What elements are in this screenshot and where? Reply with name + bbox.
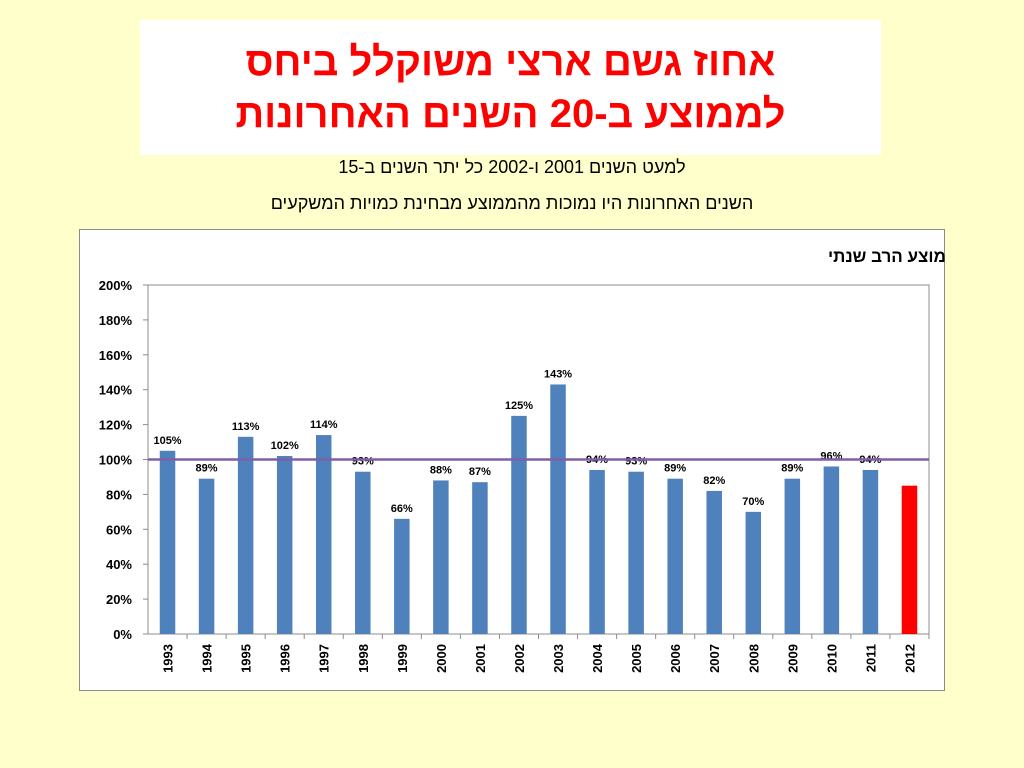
x-tick-label-1997: 1997 (317, 644, 332, 673)
x-tick-label-2005: 2005 (629, 644, 644, 673)
bar-2002 (511, 415, 527, 634)
bar-1996 (276, 456, 293, 634)
rainfall-bar-chart: אחוז גשם ארצי משוקלל ביחס לממוצע הרב שנת… (99, 247, 946, 673)
bar-2000 (433, 480, 449, 634)
data-label-1994: 89% (196, 463, 218, 475)
x-tick-label-2006: 2006 (668, 644, 683, 673)
bar-2012 (901, 485, 918, 634)
y-tick-label: 0% (113, 627, 132, 642)
x-tick-label-1994: 1994 (200, 643, 215, 673)
data-label-2008: 70% (742, 496, 764, 508)
data-label-2001: 87% (469, 466, 491, 478)
bar-2005 (628, 471, 644, 634)
y-tick-label: 200% (99, 278, 133, 293)
data-label-2005: 93% (625, 456, 647, 468)
bar-1993 (159, 450, 176, 634)
data-label-2006: 89% (664, 463, 686, 475)
bar-1999 (394, 518, 410, 634)
x-tick-label-2001: 2001 (473, 644, 488, 673)
x-tick-label-2004: 2004 (590, 643, 605, 673)
x-tick-label-1999: 1999 (395, 644, 410, 673)
data-label-1995: 113% (232, 421, 260, 433)
bar-2006 (667, 478, 683, 634)
slide-subtitle-line-2: השנים האחרונות היו נמוכות מהממוצע מבחינת… (270, 193, 754, 213)
data-label-1997: 114% (310, 419, 338, 431)
y-tick-label: 140% (99, 383, 133, 398)
bar-2004 (589, 469, 605, 634)
x-tick-label-2010: 2010 (824, 644, 839, 673)
x-tick-label-2009: 2009 (785, 644, 800, 673)
x-tick-label-2007: 2007 (707, 644, 722, 673)
y-tick-label: 60% (106, 522, 132, 537)
data-label-2002: 125% (505, 400, 533, 412)
x-tick-label-1993: 1993 (161, 644, 176, 673)
bar-2009 (784, 478, 801, 634)
chart-frame: אחוז גשם ארצי משוקלל ביחס לממוצע הרב שנת… (79, 229, 946, 691)
x-tick-label-1996: 1996 (278, 644, 293, 673)
bar-1995 (237, 436, 254, 634)
bar-2007 (706, 490, 722, 634)
x-tick-label-2011: 2011 (863, 644, 878, 672)
bar-2011 (862, 469, 879, 634)
y-tick-label: 40% (106, 557, 132, 572)
chart-title: אחוז גשם ארצי משוקלל ביחס לממוצע הרב שנת… (828, 247, 946, 266)
bar-1997 (315, 435, 332, 634)
y-tick-label: 80% (106, 487, 132, 502)
data-label-2000: 88% (430, 464, 452, 476)
bar-2008 (745, 511, 762, 634)
bar-2010 (823, 466, 840, 634)
bar-1994 (198, 478, 215, 634)
slide-subtitle-line-1: למעט השנים 2001 ו-2002 כל יתר השנים ב-15 (338, 157, 686, 177)
y-tick-label: 180% (99, 313, 133, 328)
x-tick-label-2003: 2003 (551, 644, 566, 673)
chart-plot-area: 0% 20% 40% 60% 80% 100% 120% 140% 160% 180% 200% 19… (99, 278, 930, 673)
y-tick-label: 100% (99, 453, 133, 468)
x-tick-label-2000: 2000 (434, 644, 449, 673)
y-tick-label: 120% (99, 418, 133, 433)
bar-2003 (550, 384, 566, 634)
data-label-1993: 105% (153, 435, 181, 447)
bar-2001 (472, 482, 488, 634)
y-tick-label: 20% (106, 592, 132, 607)
y-tick-label: 160% (99, 348, 133, 363)
slide-title-line-2: לממוצע ב-20 השנים האחרונות (235, 91, 786, 136)
data-label-1996: 102% (271, 440, 299, 452)
data-label-2007: 82% (703, 475, 725, 487)
data-label-1999: 66% (391, 503, 413, 515)
x-tick-label-2008: 2008 (746, 644, 761, 673)
data-label-2003: 143% (544, 368, 572, 380)
x-tick-label-1995: 1995 (239, 644, 254, 673)
x-tick-label-2012: 2012 (902, 644, 917, 673)
x-tick-label-1998: 1998 (356, 644, 371, 673)
slide-title-line-1: אחוז גשם ארצי משוקלל ביחס (245, 39, 776, 84)
data-label-1998: 93% (352, 456, 374, 468)
x-tick-label-2002: 2002 (512, 644, 527, 673)
bar-1998 (355, 471, 371, 634)
data-label-2009: 89% (781, 463, 803, 475)
slide-title-box: אחוז גשם ארצי משוקלל ביחס לממוצע ב-20 הש… (140, 20, 881, 155)
